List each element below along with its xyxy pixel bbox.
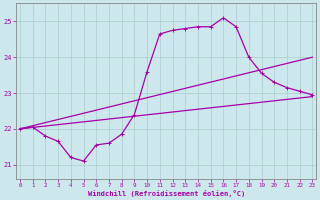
X-axis label: Windchill (Refroidissement éolien,°C): Windchill (Refroidissement éolien,°C): [88, 190, 245, 197]
